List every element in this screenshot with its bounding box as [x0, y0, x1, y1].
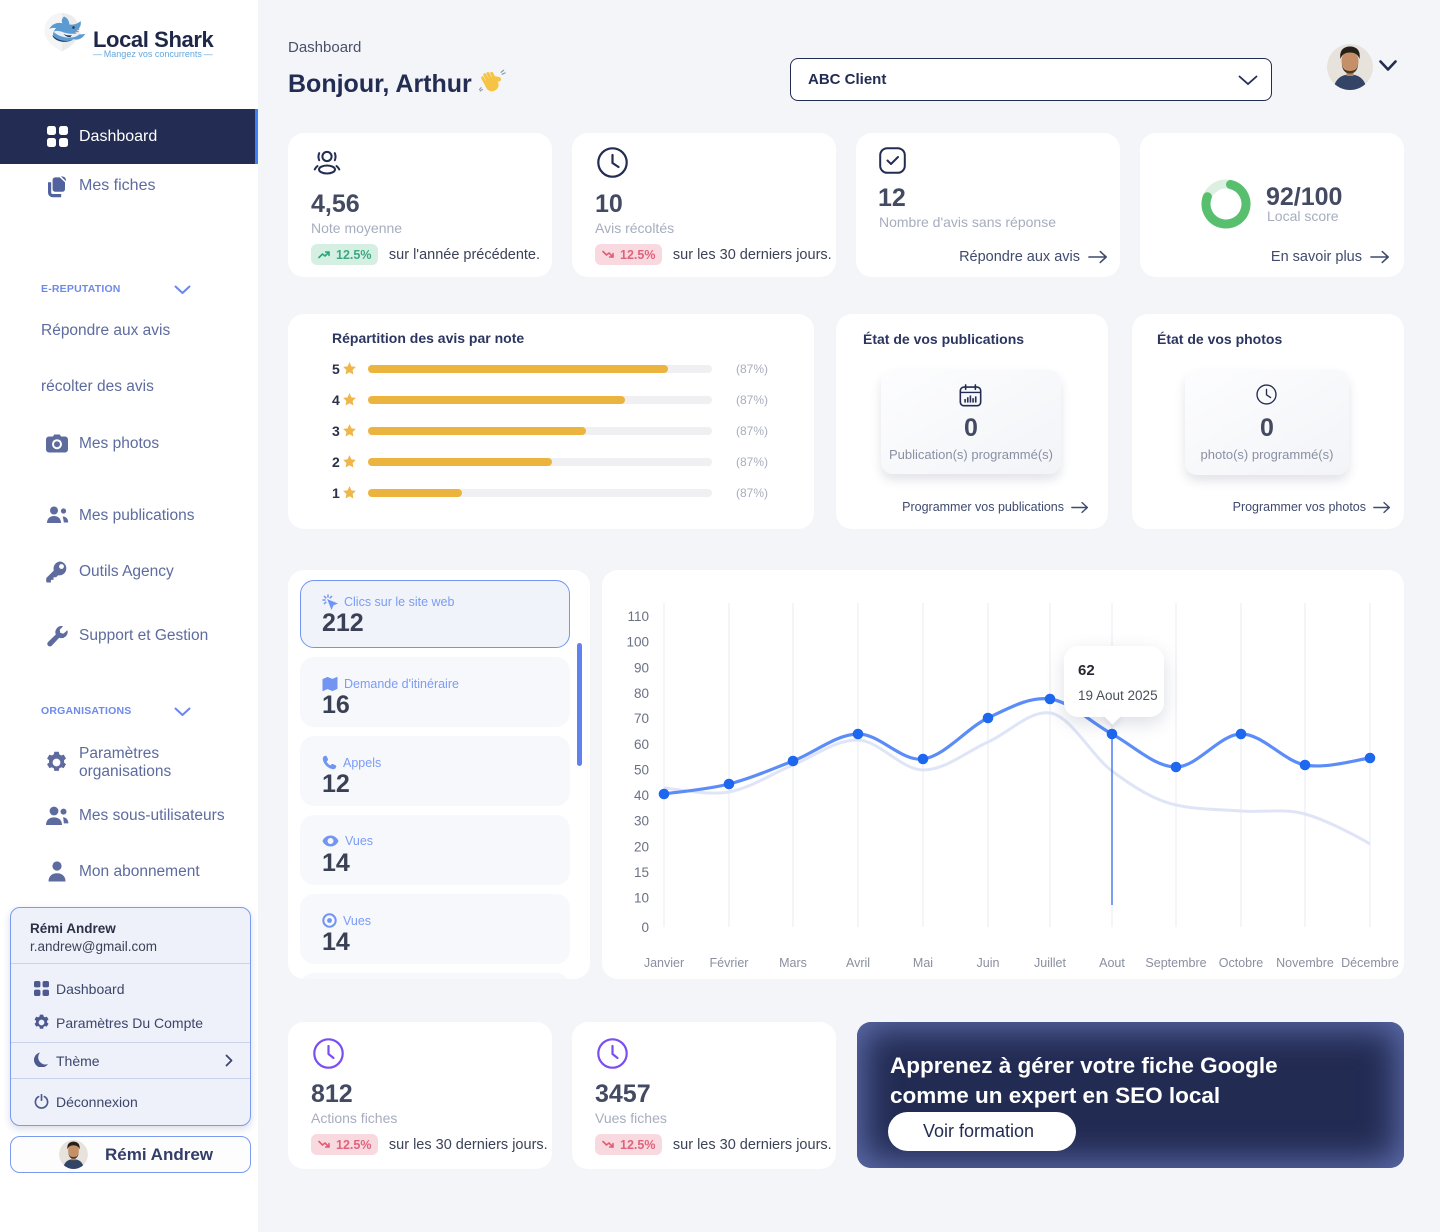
svg-text:Décembre: Décembre [1341, 956, 1399, 970]
svg-text:60: 60 [634, 737, 649, 752]
svg-text:90: 90 [634, 660, 649, 675]
svg-text:10: 10 [634, 891, 649, 906]
svg-text:Septembre: Septembre [1145, 956, 1206, 970]
svg-text:100: 100 [626, 635, 649, 650]
svg-text:80: 80 [634, 686, 649, 701]
svg-text:0: 0 [641, 920, 649, 935]
svg-text:Juillet: Juillet [1034, 956, 1066, 970]
svg-text:110: 110 [627, 609, 649, 624]
svg-text:20: 20 [634, 839, 649, 854]
svg-text:Juin: Juin [977, 956, 1000, 970]
svg-text:Mars: Mars [779, 956, 807, 970]
svg-text:Février: Février [710, 956, 749, 970]
svg-text:Aout: Aout [1099, 956, 1125, 970]
svg-text:30: 30 [634, 814, 649, 829]
svg-text:40: 40 [634, 788, 649, 803]
svg-text:50: 50 [634, 762, 649, 777]
svg-text:Janvier: Janvier [644, 956, 684, 970]
svg-text:Mai: Mai [913, 956, 933, 970]
svg-text:Octobre: Octobre [1219, 956, 1264, 970]
svg-text:Novembre: Novembre [1276, 956, 1334, 970]
svg-text:Avril: Avril [846, 956, 870, 970]
svg-text:70: 70 [634, 711, 649, 726]
svg-text:15: 15 [634, 865, 649, 880]
